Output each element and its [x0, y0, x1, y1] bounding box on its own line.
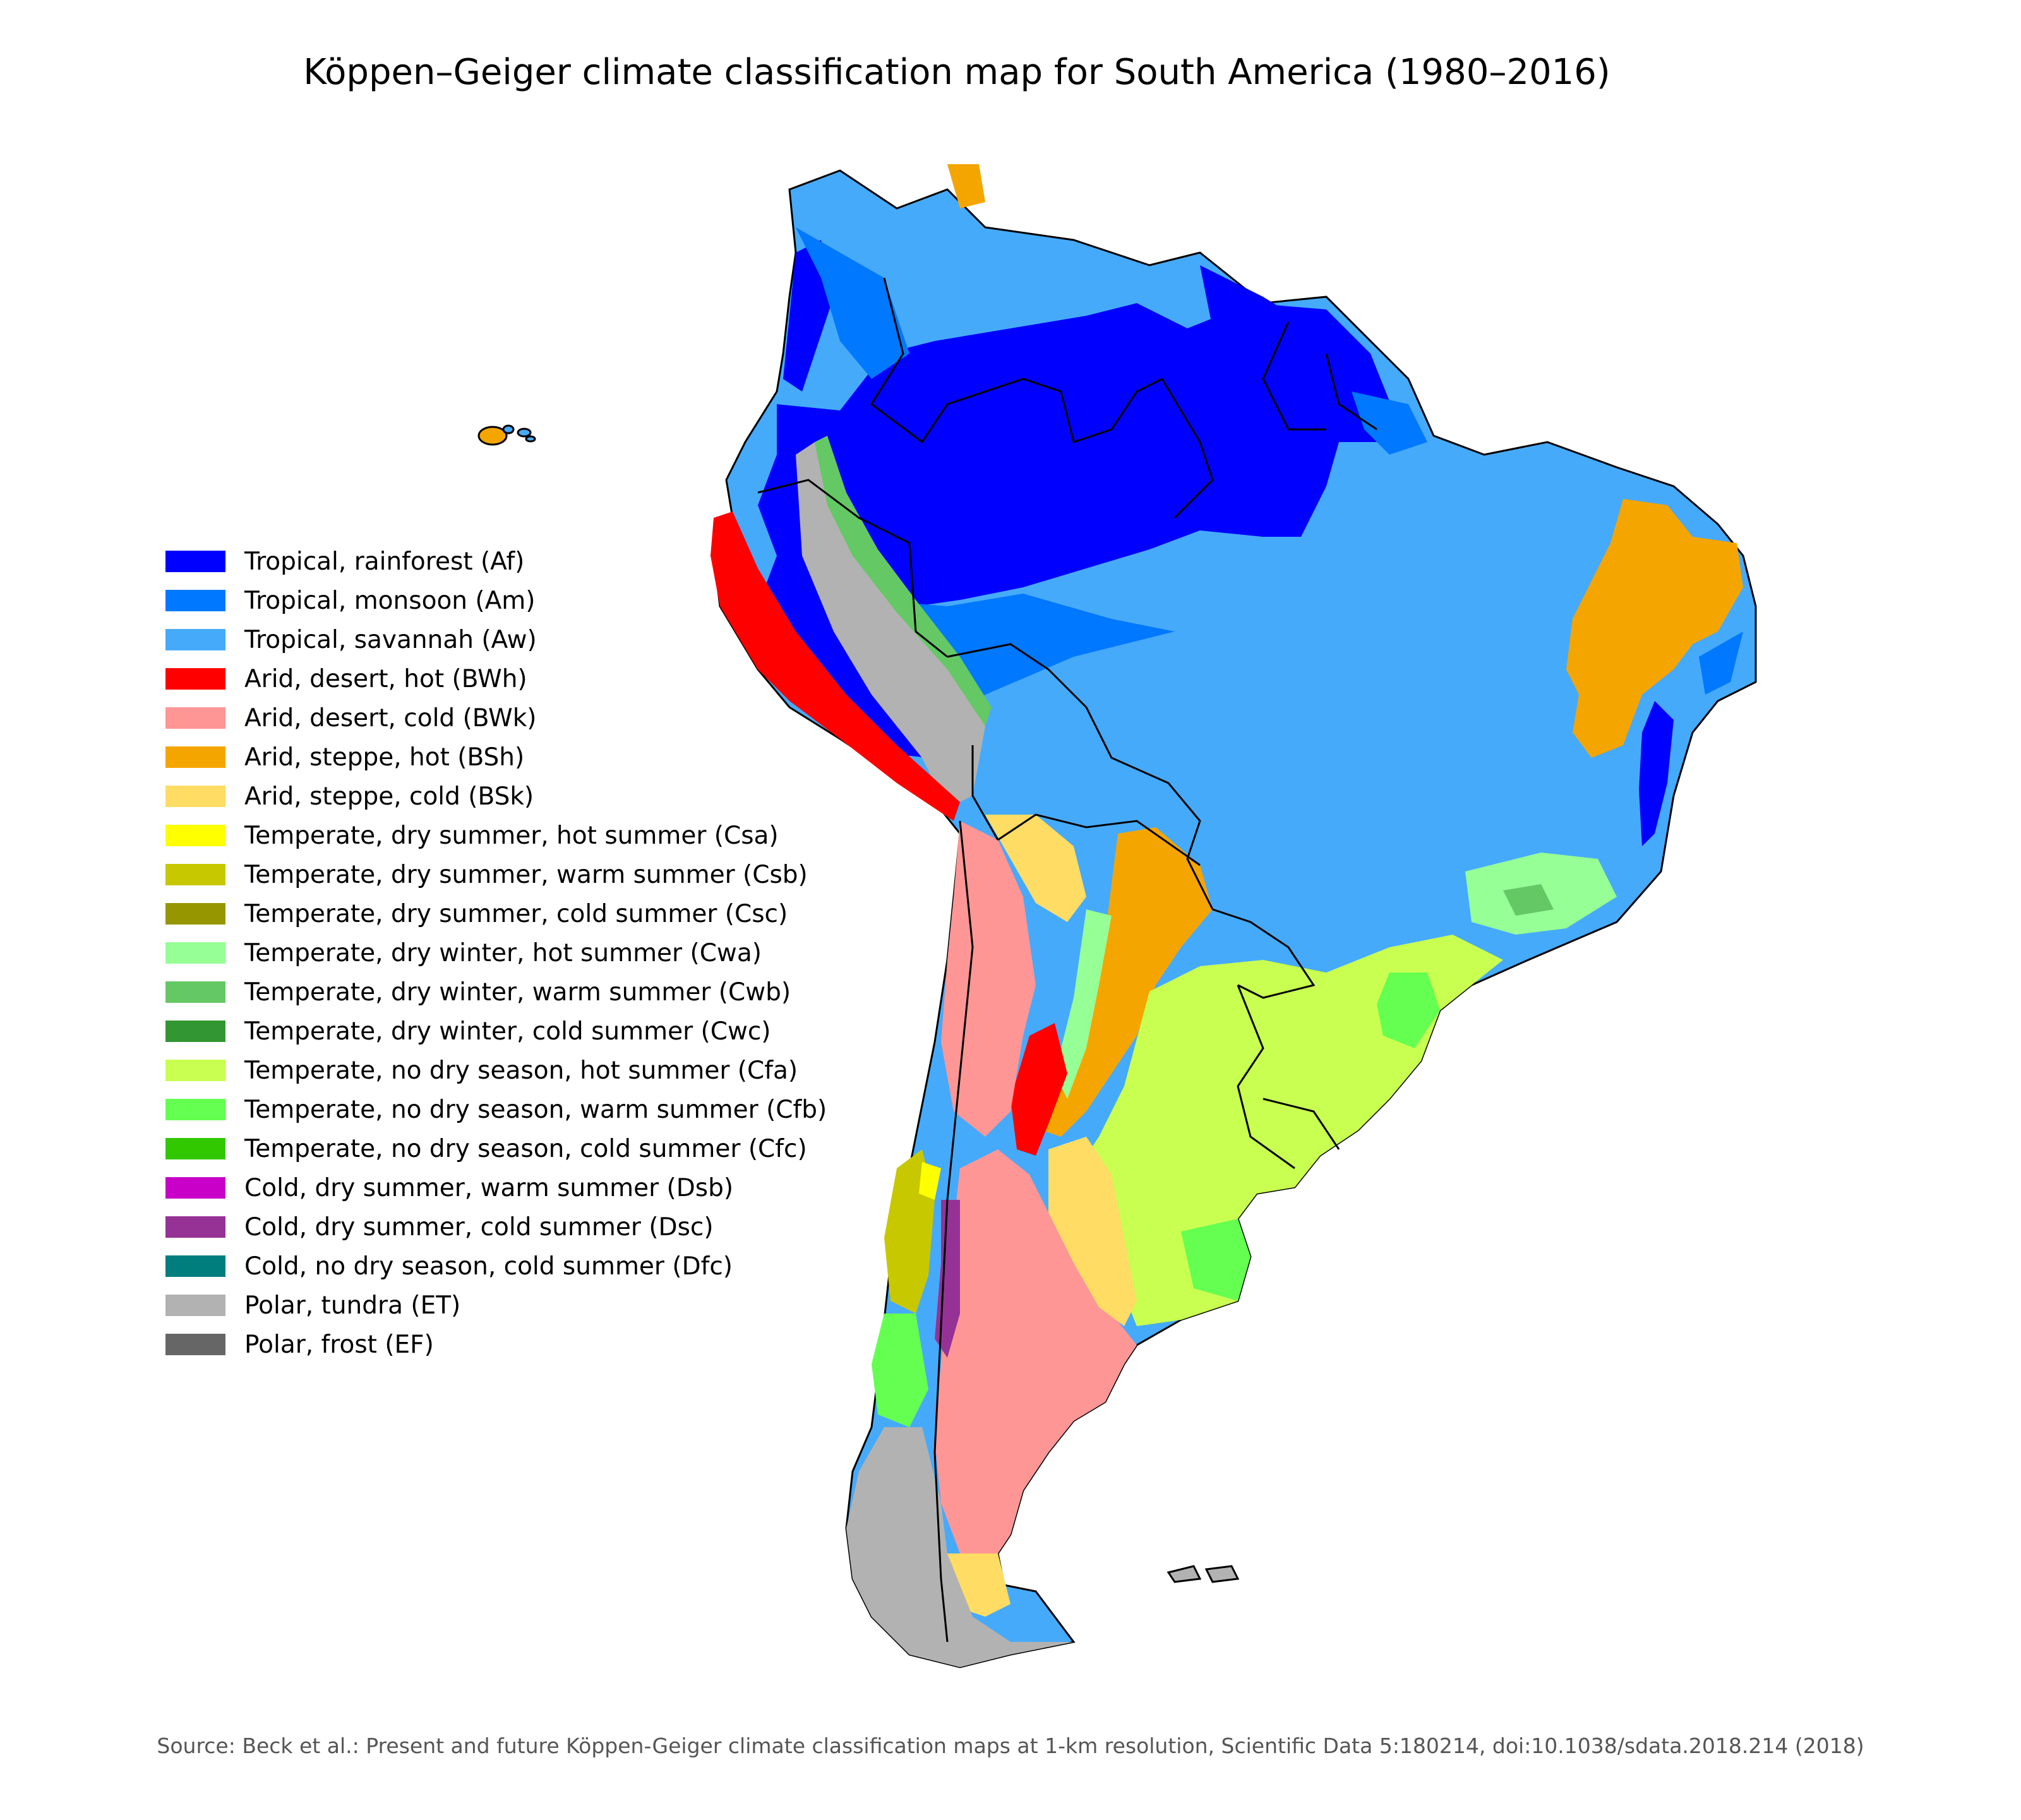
- legend-label: Temperate, no dry season, cold summer (C…: [244, 1134, 807, 1163]
- swatch-bsh: [165, 746, 225, 768]
- swatch-dfc: [165, 1255, 225, 1277]
- region-bsh-chaco: [1042, 827, 1213, 1137]
- legend-item-csa: Temperate, dry summer, hot summer (Csa): [165, 816, 827, 855]
- legend-label: Polar, frost (EF): [244, 1330, 434, 1359]
- legend-item-af: Tropical, rainforest (Af): [165, 542, 827, 581]
- legend-label: Cold, no dry season, cold summer (Dfc): [244, 1252, 733, 1281]
- legend-label: Polar, tundra (ET): [244, 1291, 461, 1320]
- region-af-guianas: [1200, 265, 1358, 392]
- swatch-bsk: [165, 786, 225, 807]
- swatch-dsb: [165, 1177, 225, 1199]
- legend: Tropical, rainforest (Af) Tropical, mons…: [165, 542, 827, 1364]
- legend-item-bwk: Arid, desert, cold (BWk): [165, 698, 827, 738]
- legend-label: Temperate, dry summer, hot summer (Csa): [244, 821, 779, 850]
- legend-label: Temperate, dry winter, cold summer (Cwc): [244, 1017, 771, 1046]
- legend-label: Arid, desert, hot (BWh): [244, 664, 527, 693]
- swatch-bwk: [165, 707, 225, 729]
- swatch-cfc: [165, 1138, 225, 1159]
- legend-label: Tropical, savannah (Aw): [244, 625, 537, 654]
- swatch-et: [165, 1295, 225, 1316]
- swatch-csa: [165, 825, 225, 846]
- region-am-coast-ne: [1699, 632, 1743, 695]
- region-csa-chile: [919, 1162, 941, 1200]
- swatch-dsc: [165, 1216, 225, 1238]
- legend-label: Temperate, dry winter, hot summer (Cwa): [244, 938, 762, 967]
- swatch-csb: [165, 864, 225, 885]
- legend-item-ef: Polar, frost (EF): [165, 1325, 827, 1364]
- region-am-north: [796, 227, 909, 379]
- legend-label: Arid, steppe, hot (BSh): [244, 743, 525, 772]
- region-cwa-chaco-west: [1055, 909, 1112, 1099]
- swatch-am: [165, 590, 225, 611]
- legend-label: Arid, steppe, cold (BSk): [244, 782, 534, 811]
- legend-item-cwa: Temperate, dry winter, hot summer (Cwa): [165, 933, 827, 973]
- legend-label: Temperate, dry summer, warm summer (Csb): [244, 860, 808, 889]
- swatch-aw: [165, 629, 225, 650]
- falkland-islands: [1166, 1565, 1240, 1583]
- region-cwb-andes-strip: [815, 436, 992, 726]
- legend-label: Temperate, dry winter, warm summer (Cwb): [244, 978, 791, 1007]
- region-am-east: [1352, 392, 1427, 455]
- legend-item-dsc: Cold, dry summer, cold summer (Dsc): [165, 1207, 827, 1247]
- legend-item-am: Tropical, monsoon (Am): [165, 581, 827, 620]
- region-bwh-monte: [1010, 1023, 1067, 1156]
- region-cfb-south-chile: [872, 1314, 928, 1427]
- legend-label: Temperate, dry summer, cold summer (Csc): [244, 899, 788, 928]
- swatch-cfb: [165, 1099, 225, 1120]
- legend-label: Tropical, rainforest (Af): [244, 547, 525, 576]
- legend-item-cwc: Temperate, dry winter, cold summer (Cwc): [165, 1012, 827, 1051]
- swatch-cwa: [165, 942, 225, 964]
- legend-label: Cold, dry summer, warm summer (Dsb): [244, 1173, 734, 1202]
- legend-label: Temperate, no dry season, warm summer (C…: [244, 1095, 827, 1124]
- legend-item-csb: Temperate, dry summer, warm summer (Csb): [165, 855, 827, 894]
- legend-label: Cold, dry summer, cold summer (Dsc): [244, 1212, 714, 1242]
- region-bwk-atacama: [941, 821, 1036, 1137]
- region-bwk-patagonia: [935, 1149, 1137, 1554]
- swatch-cwc: [165, 1021, 225, 1042]
- legend-item-dfc: Cold, no dry season, cold summer (Dfc): [165, 1247, 827, 1286]
- swatch-bwh: [165, 668, 225, 690]
- swatch-cfa: [165, 1060, 225, 1081]
- legend-item-cfc: Temperate, no dry season, cold summer (C…: [165, 1129, 827, 1168]
- legend-item-bsh: Arid, steppe, hot (BSh): [165, 738, 827, 777]
- swatch-ef: [165, 1334, 225, 1355]
- region-af-bahia-coast: [1639, 701, 1674, 846]
- legend-item-bwh: Arid, desert, hot (BWh): [165, 659, 827, 698]
- legend-item-cwb: Temperate, dry winter, warm summer (Cwb): [165, 973, 827, 1012]
- country-borders: [757, 277, 1377, 1643]
- region-bsk-altiplano: [985, 815, 1086, 922]
- region-bsh-caatinga: [1566, 499, 1743, 758]
- legend-item-aw: Tropical, savannah (Aw): [165, 620, 827, 659]
- region-cfb-south-brazil: [1377, 973, 1440, 1048]
- region-bsk-west-pampa: [1048, 1137, 1137, 1326]
- legend-label: Tropical, monsoon (Am): [244, 586, 536, 615]
- legend-item-cfb: Temperate, no dry season, warm summer (C…: [165, 1090, 827, 1129]
- swatch-af: [165, 551, 225, 572]
- region-cfb-buenos-aires: [1181, 1219, 1250, 1301]
- region-cwb-minas: [1503, 884, 1554, 916]
- legend-label: Arid, desert, cold (BWk): [244, 703, 537, 733]
- source-citation: Source: Beck et al.: Present and future …: [157, 1733, 1864, 1758]
- galapagos-islands: [477, 424, 536, 446]
- legend-item-dsb: Cold, dry summer, warm summer (Dsb): [165, 1168, 827, 1207]
- region-bsh-caribbean: [947, 164, 985, 208]
- legend-item-bsk: Arid, steppe, cold (BSk): [165, 777, 827, 816]
- legend-item-csc: Temperate, dry summer, cold summer (Csc): [165, 894, 827, 933]
- legend-item-et: Polar, tundra (ET): [165, 1286, 827, 1325]
- legend-item-cfa: Temperate, no dry season, hot summer (Cf…: [165, 1051, 827, 1090]
- region-af-amazon: [758, 303, 1396, 758]
- swatch-csc: [165, 903, 225, 925]
- legend-label: Temperate, no dry season, hot summer (Cf…: [244, 1056, 798, 1085]
- region-bwh-peru-coast: [711, 512, 960, 821]
- swatch-cwb: [165, 981, 225, 1003]
- map-title: Köppen–Geiger climate classification map…: [303, 52, 1610, 93]
- region-et-patagonia: [846, 1427, 1074, 1667]
